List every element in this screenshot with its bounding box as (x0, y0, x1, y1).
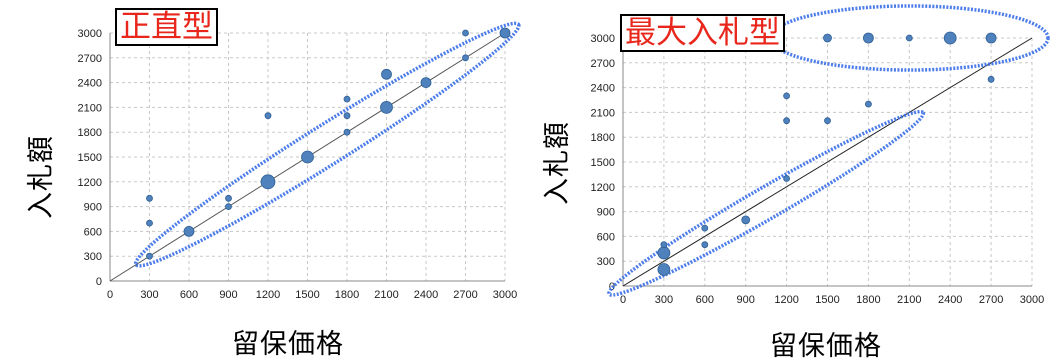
x-tick-label: 600 (180, 289, 198, 301)
x-tick-label: 0 (107, 289, 113, 301)
data-point (146, 252, 153, 260)
chart-panel-honest: 0 300 600 900 1200 1500 1800 2100 2400 2700 3000 0 3… (0, 0, 521, 360)
data-point (823, 33, 832, 43)
x-axis-label: 留保価格 (232, 329, 344, 360)
y-tick-label: 1200 (78, 177, 102, 189)
y-tick-label: 1500 (78, 152, 102, 164)
data-point (146, 219, 153, 227)
data-point (462, 54, 469, 62)
y-tick-label: 300 (597, 256, 615, 268)
x-tick-label: 2400 (414, 289, 438, 301)
x-tick-label: 1200 (256, 289, 280, 301)
data-point (343, 95, 351, 103)
data-point (783, 117, 791, 125)
highlight-ellipse (607, 109, 926, 297)
scatter-chart-max-bid: 0 300 600 900 1200 1500 1800 2100 2400 2700 300003… (591, 4, 1050, 306)
x-tick-label: 600 (696, 294, 714, 306)
data-point (225, 194, 232, 202)
y-tick-label: 1200 (591, 182, 615, 194)
x-tick-label: 300 (140, 289, 158, 301)
x-tick-label: 1500 (815, 294, 839, 306)
data-point (701, 241, 709, 249)
chart-panel-max-bid: 0 300 600 900 1200 1500 1800 2100 2400 2700 3000 0 3… (520, 0, 1059, 362)
x-tick-label: 2100 (374, 289, 398, 301)
x-tick-label: 0 (620, 294, 626, 306)
data-point (381, 68, 392, 80)
data-point (146, 194, 153, 202)
data-point (660, 241, 668, 249)
x-tick-label: 1800 (335, 289, 359, 301)
x-tick-label: 2400 (938, 294, 962, 306)
y-axis-label: 入札額 (26, 135, 57, 219)
data-point (985, 32, 997, 44)
x-tick-label: 900 (219, 289, 237, 301)
x-tick-label: 2700 (453, 289, 477, 301)
y-tick-label: 1500 (591, 157, 615, 169)
data-point (905, 34, 913, 42)
x-tick-label: 900 (737, 294, 755, 306)
data-point (657, 263, 671, 276)
data-point (943, 31, 957, 45)
data-point (380, 101, 393, 114)
y-tick-label: 2100 (78, 102, 102, 114)
x-tick-label: 1800 (856, 294, 880, 306)
diagonal-reference-line (622, 37, 1033, 287)
data-point (183, 225, 195, 237)
chart-title: 最大入札型 (620, 14, 785, 52)
x-tick-label: 2700 (979, 294, 1003, 306)
data-point (260, 174, 276, 190)
data-point (987, 75, 995, 83)
data-point (462, 29, 469, 37)
y-tick-label: 3000 (591, 33, 615, 45)
y-tick-label: 900 (597, 207, 615, 219)
y-tick-label: 2700 (591, 58, 615, 70)
scatter-chart-honest: 0 300 600 900 1200 1500 1800 2100 2400 2700 3000 0 3… (78, 21, 521, 301)
y-tick-label: 2400 (591, 83, 615, 95)
y-tick-label: 300 (84, 251, 102, 263)
data-point (657, 246, 671, 260)
y-tick-label: 1800 (78, 127, 102, 139)
y-tick-label: 0 (96, 276, 102, 288)
data-point (741, 215, 751, 225)
y-axis-label: 入札額 (542, 121, 573, 205)
x-tick-label: 3000 (493, 289, 517, 301)
y-tick-label: 600 (597, 231, 615, 243)
data-point (264, 112, 272, 120)
x-tick-label: 300 (655, 294, 673, 306)
x-tick-label: 1200 (774, 294, 798, 306)
highlight-ellipse (133, 21, 521, 268)
data-point (864, 100, 872, 108)
y-tick-label: 3000 (78, 28, 102, 40)
y-tick-label: 2700 (78, 53, 102, 65)
y-tick-label: 2400 (78, 78, 102, 90)
y-tick-label: 1800 (591, 132, 615, 144)
data-point (420, 77, 432, 88)
data-point (225, 203, 232, 211)
x-tick-label: 2100 (897, 294, 921, 306)
data-point (701, 224, 709, 232)
x-tick-label: 1500 (295, 289, 319, 301)
data-point (343, 128, 351, 136)
data-point (862, 32, 874, 44)
data-point (824, 117, 831, 125)
y-tick-label: 2100 (591, 107, 615, 119)
y-tick-label: 600 (84, 226, 102, 238)
chart-title: 正直型 (115, 8, 218, 46)
x-tick-label: 3000 (1020, 294, 1044, 306)
data-point (343, 112, 351, 120)
data-point (301, 150, 314, 164)
y-tick-label: 900 (84, 202, 102, 214)
data-point (499, 27, 511, 39)
x-axis-label: 留保価格 (770, 331, 882, 362)
data-point (783, 92, 791, 100)
data-point (783, 175, 791, 182)
